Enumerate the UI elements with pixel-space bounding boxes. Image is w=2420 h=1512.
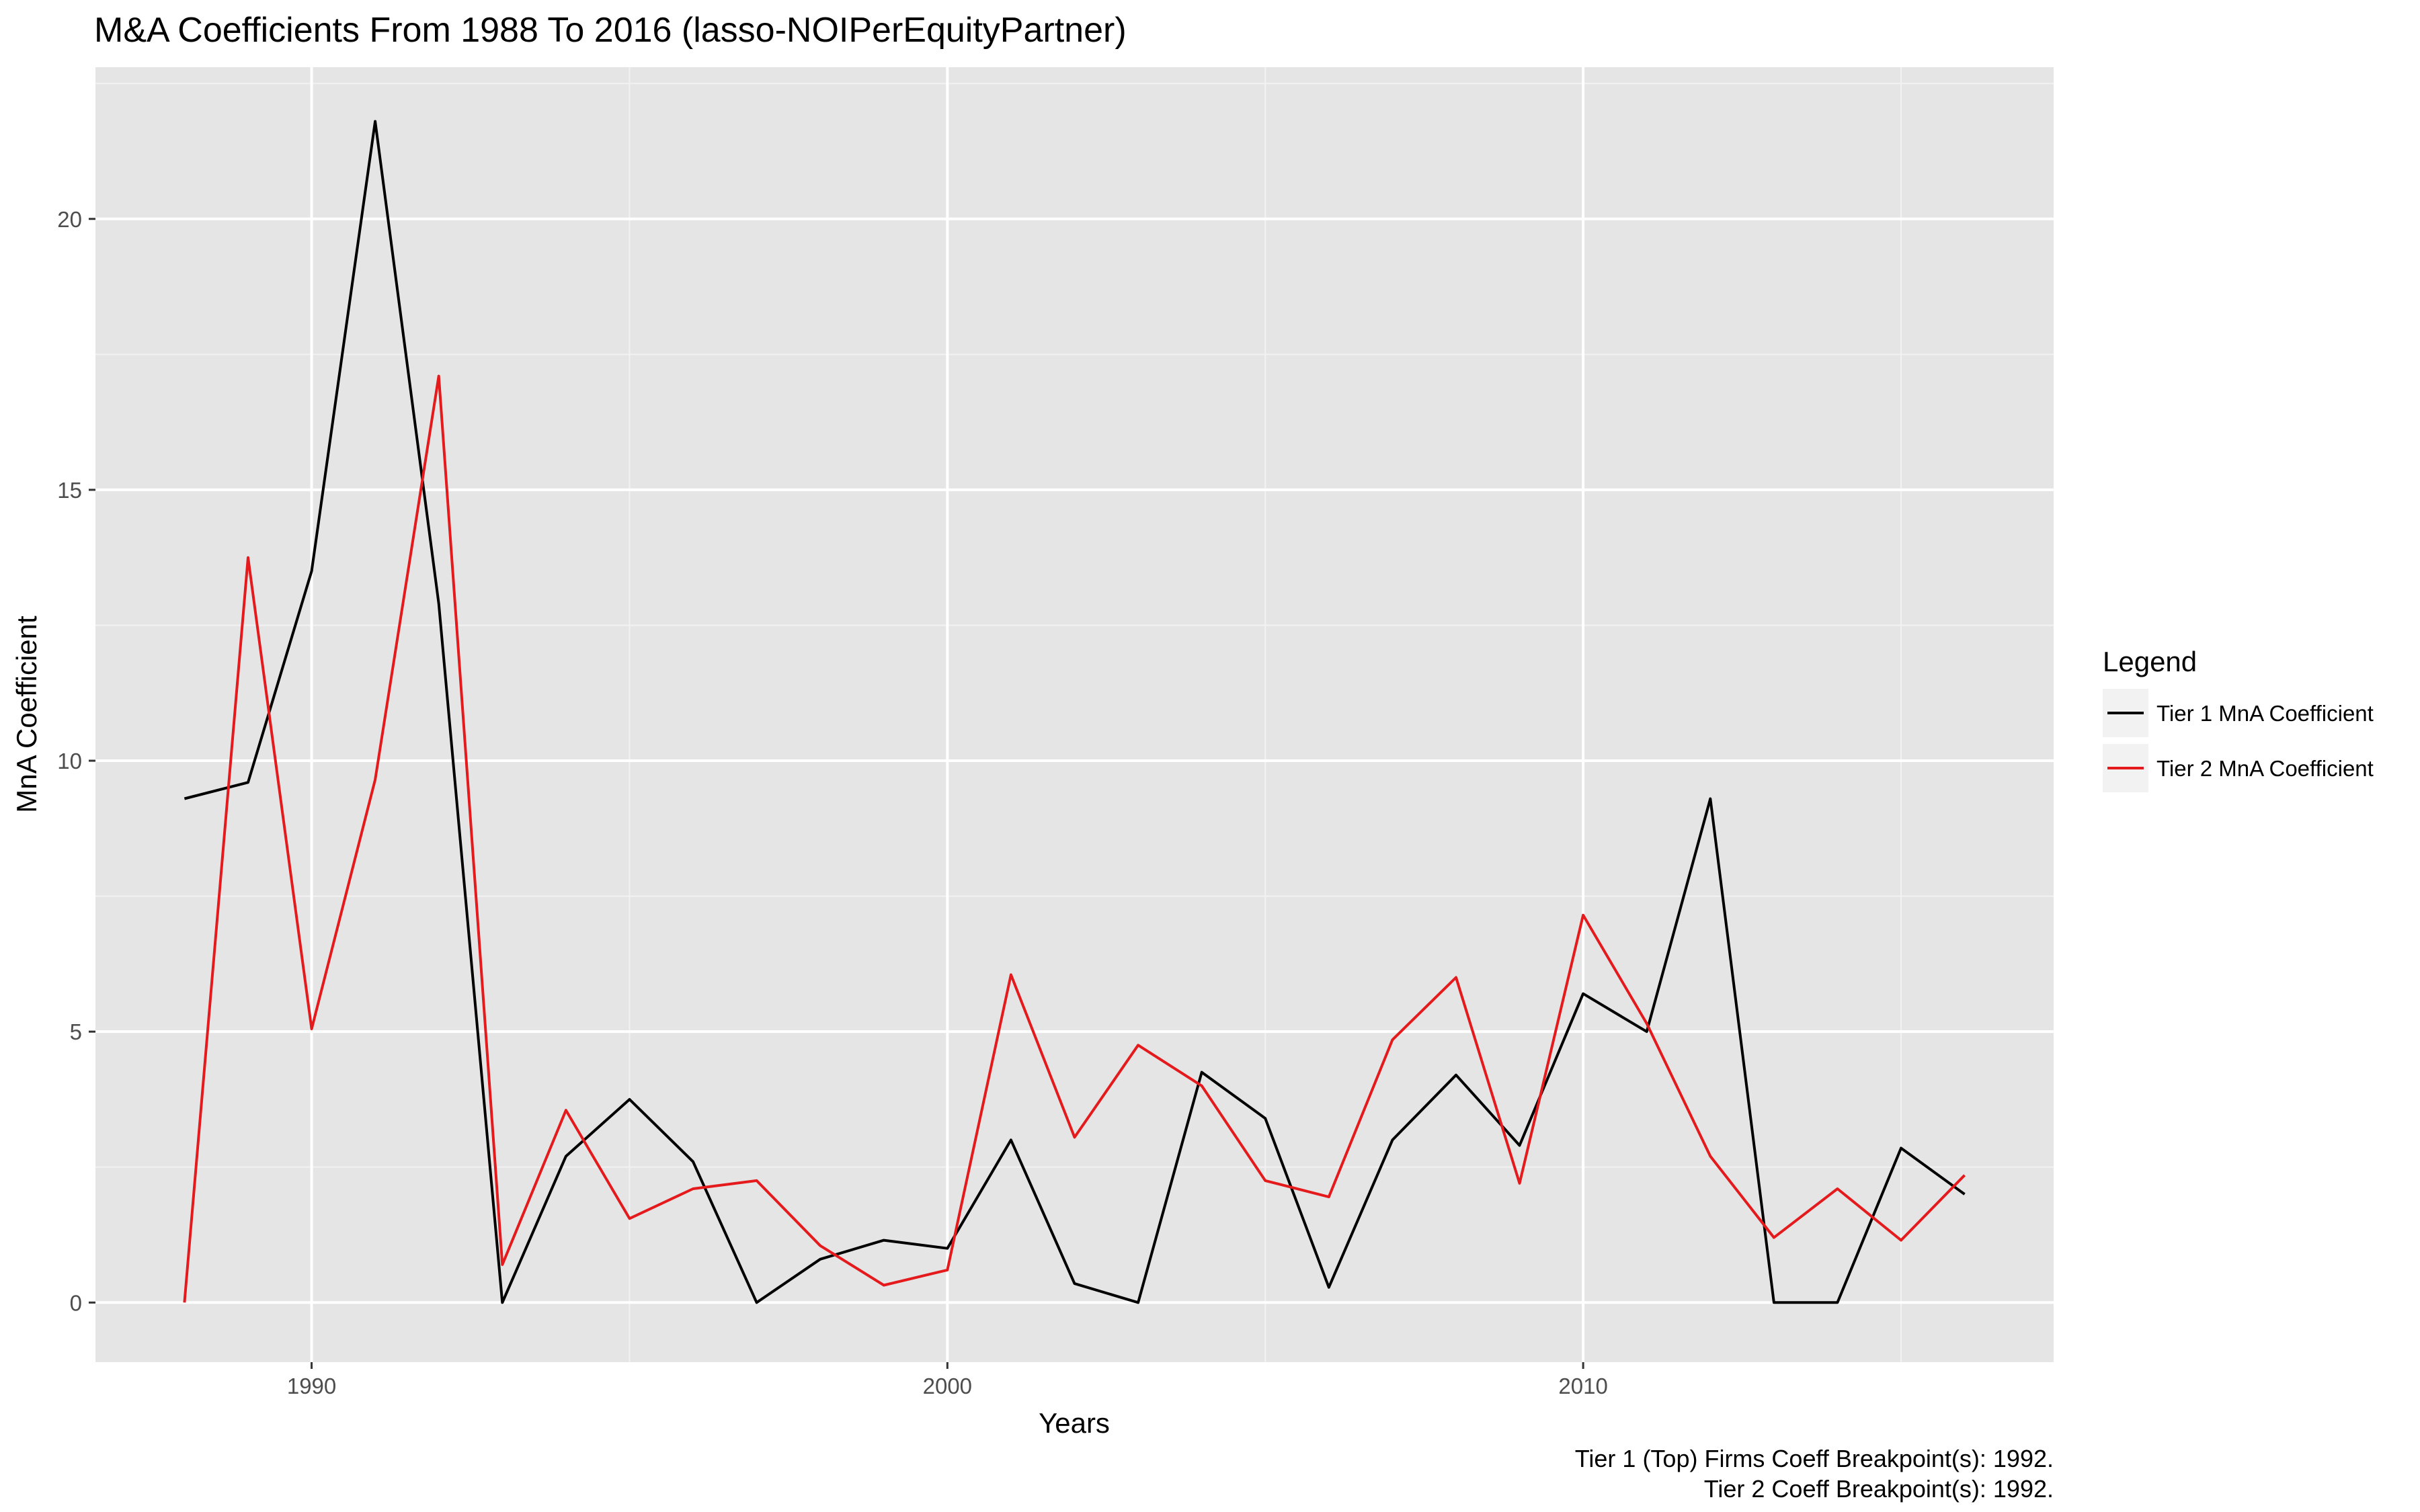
legend-label: Tier 1 MnA Coefficient — [2156, 701, 2374, 726]
x-axis-title: Years — [1039, 1407, 1110, 1439]
series-lines — [183, 120, 1966, 1304]
y-tick-label: 20 — [57, 207, 82, 232]
y-tick-label: 0 — [70, 1290, 82, 1315]
legend-label: Tier 2 MnA Coefficient — [2156, 756, 2374, 781]
x-axis: 1990 2000 2010 — [287, 1362, 1608, 1398]
y-axis-title: MnA Coefficient — [11, 616, 42, 813]
x-tick-label: 2000 — [923, 1374, 972, 1398]
caption-tier2: Tier 2 Coeff Breakpoint(s): 1992. — [1704, 1475, 2054, 1503]
y-tick-label: 5 — [70, 1019, 82, 1044]
series-line-tier-1 — [184, 120, 1966, 1304]
legend-items: Tier 1 MnA Coefficient Tier 2 MnA Coeffic… — [2103, 689, 2374, 792]
major-gridlines — [95, 67, 2054, 1362]
y-tick-label: 15 — [57, 478, 82, 503]
y-tick-label: 10 — [57, 749, 82, 773]
x-tick-label: 2010 — [1558, 1374, 1607, 1398]
x-tick-label: 1990 — [287, 1374, 336, 1398]
chart-title: M&A Coefficients From 1988 To 2016 (lass… — [94, 11, 1127, 50]
minor-gridlines — [95, 67, 2054, 1362]
y-axis: 0 5 10 15 20 — [57, 207, 95, 1315]
legend: Legend Tier 1 MnA Coefficient Tier 2 MnA … — [2103, 646, 2374, 792]
caption-tier1: Tier 1 (Top) Firms Coeff Breakpoint(s): … — [1575, 1445, 2054, 1472]
series-line-tier-2 — [183, 374, 1966, 1303]
legend-title: Legend — [2103, 646, 2197, 677]
plot-panel — [95, 67, 2054, 1362]
